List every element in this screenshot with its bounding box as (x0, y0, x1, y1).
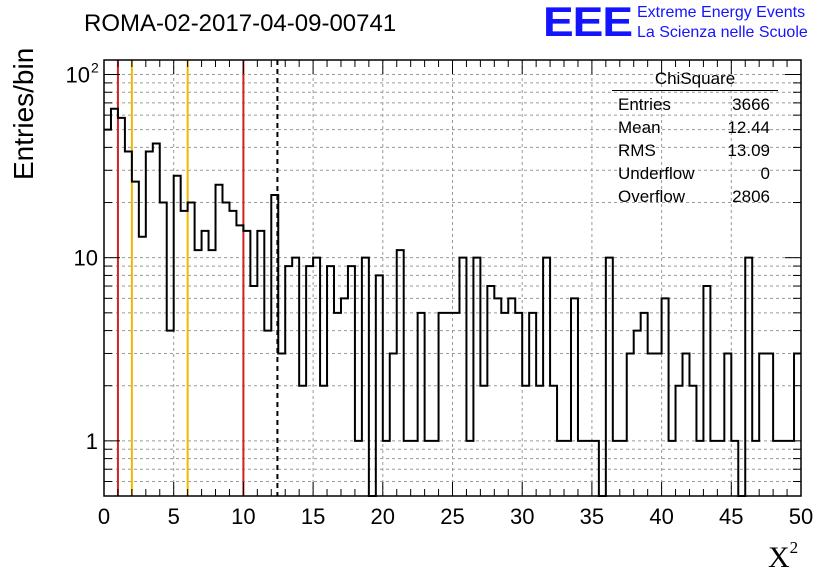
logo-line-1: Extreme Energy Events (637, 4, 806, 21)
histogram-series (104, 107, 801, 497)
stats-row-overflow: Overflow 2806 (618, 187, 770, 206)
y-tick-label: 10 (74, 246, 98, 271)
x-tick-label: 0 (98, 504, 110, 529)
x-tick-label: 15 (301, 504, 325, 529)
y-tick-label: 10 (66, 63, 90, 88)
x-tick-label: 5 (168, 504, 180, 529)
chart-title: ROMA-02-2017-04-09-00741 (84, 10, 397, 37)
x-tick-label: 50 (789, 504, 813, 529)
logo-line-2: La Scienza nelle Scuole (637, 24, 808, 41)
y-axis-label: Entries/bin (8, 47, 39, 180)
y-tick-label: 1 (86, 429, 98, 454)
x-tick-label: 10 (231, 504, 255, 529)
stats-box: ChiSquare Entries 3666 Mean 12.44 RMS 13.09… (612, 69, 778, 208)
y-tick-label-exponent: 2 (91, 60, 99, 76)
stats-row-rms: RMS 13.09 (618, 141, 770, 160)
x-tick-label: 20 (371, 504, 395, 529)
x-axis-label: X2 (768, 538, 799, 574)
x-tick-label: 35 (580, 504, 604, 529)
stats-name: ChiSquare (612, 69, 778, 91)
stats-row-mean: Mean 12.44 (618, 118, 770, 137)
x-tick-label: 45 (719, 504, 743, 529)
x-tick-label: 30 (510, 504, 534, 529)
stats-row-entries: Entries 3666 (618, 95, 770, 114)
eee-logo: EEE (543, 0, 633, 46)
stats-row-underflow: Underflow 0 (618, 164, 770, 183)
x-tick-label: 40 (649, 504, 673, 529)
x-tick-label: 25 (440, 504, 464, 529)
